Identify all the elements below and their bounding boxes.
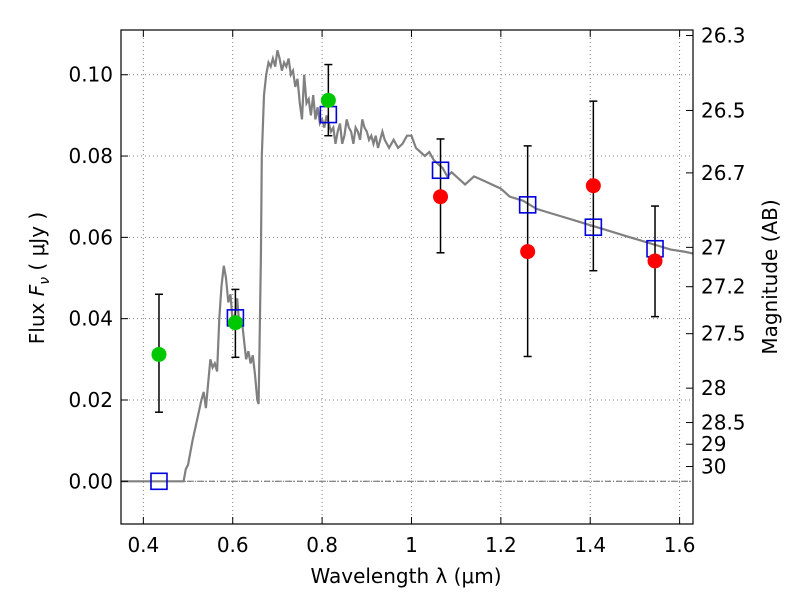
- red-data-point: [647, 253, 663, 269]
- y-axis-label-unit: ( μJy ): [25, 212, 49, 277]
- green-data-point: [151, 346, 167, 362]
- y-tick-label: 0.08: [68, 144, 113, 168]
- y2-tick-label: 26.5: [701, 98, 746, 122]
- y2-tick-label: 30: [701, 455, 726, 479]
- model-sed-line: [121, 50, 694, 483]
- y2-tick-label: 28.5: [701, 411, 746, 435]
- green-data-point: [320, 92, 336, 108]
- model-photometry-square: [150, 472, 168, 491]
- red-data-point: [433, 189, 449, 205]
- red-data-point: [520, 244, 536, 260]
- x-axis-label: Wavelength λ (μm): [310, 564, 501, 588]
- plot-frame: [120, 29, 694, 525]
- y-tick-label: 0.06: [68, 225, 113, 249]
- y-tick-label: 0.04: [68, 307, 113, 331]
- y-axis-label-prefix: Flux: [25, 296, 49, 344]
- y-tick-label: 0.10: [68, 63, 113, 87]
- model-photometry-square: [518, 196, 537, 214]
- y-axis-label-symbol: F: [25, 284, 49, 296]
- x-tick-label: 1: [405, 533, 418, 557]
- y-axis-ticks: 0.00 0.02 0.04 0.06 0.08 0.10: [68, 63, 128, 493]
- x-tick-label: 0.8: [306, 533, 338, 557]
- data-marks: [150, 63, 664, 491]
- grid: [121, 30, 693, 524]
- x-tick-label: 0.6: [217, 533, 249, 557]
- y-axis-label: Flux Fν ( μJy ): [25, 212, 53, 344]
- y2-tick-label: 27.2: [701, 275, 746, 299]
- x-tick-label: 0.4: [127, 533, 159, 557]
- x-tick-label: 1.4: [574, 533, 606, 557]
- x-tick-label: 1.2: [485, 533, 517, 557]
- y-tick-label: 0.02: [68, 388, 113, 412]
- y2-tick-label: 29: [701, 432, 726, 456]
- red-data-point: [585, 178, 601, 194]
- model-photometry-square: [431, 161, 450, 180]
- y2-tick-label: 27: [701, 235, 726, 259]
- y-tick-label: 0.00: [68, 469, 113, 493]
- y-axis-label-subscript: ν: [37, 277, 53, 285]
- y2-axis-label: Magnitude (AB): [758, 199, 782, 354]
- green-data-point: [227, 315, 243, 331]
- model-photometry-square: [584, 218, 603, 236]
- y2-tick-label: 27.5: [701, 322, 746, 346]
- y2-tick-label: 26.3: [701, 23, 746, 47]
- x-axis-ticks: 0.4 0.6 0.8 1 1.2 1.4 1.6: [127, 30, 696, 557]
- y2-tick-label: 26.7: [701, 161, 746, 185]
- x-tick-label: 1.6: [664, 533, 696, 557]
- y2-tick-label: 28: [701, 376, 726, 400]
